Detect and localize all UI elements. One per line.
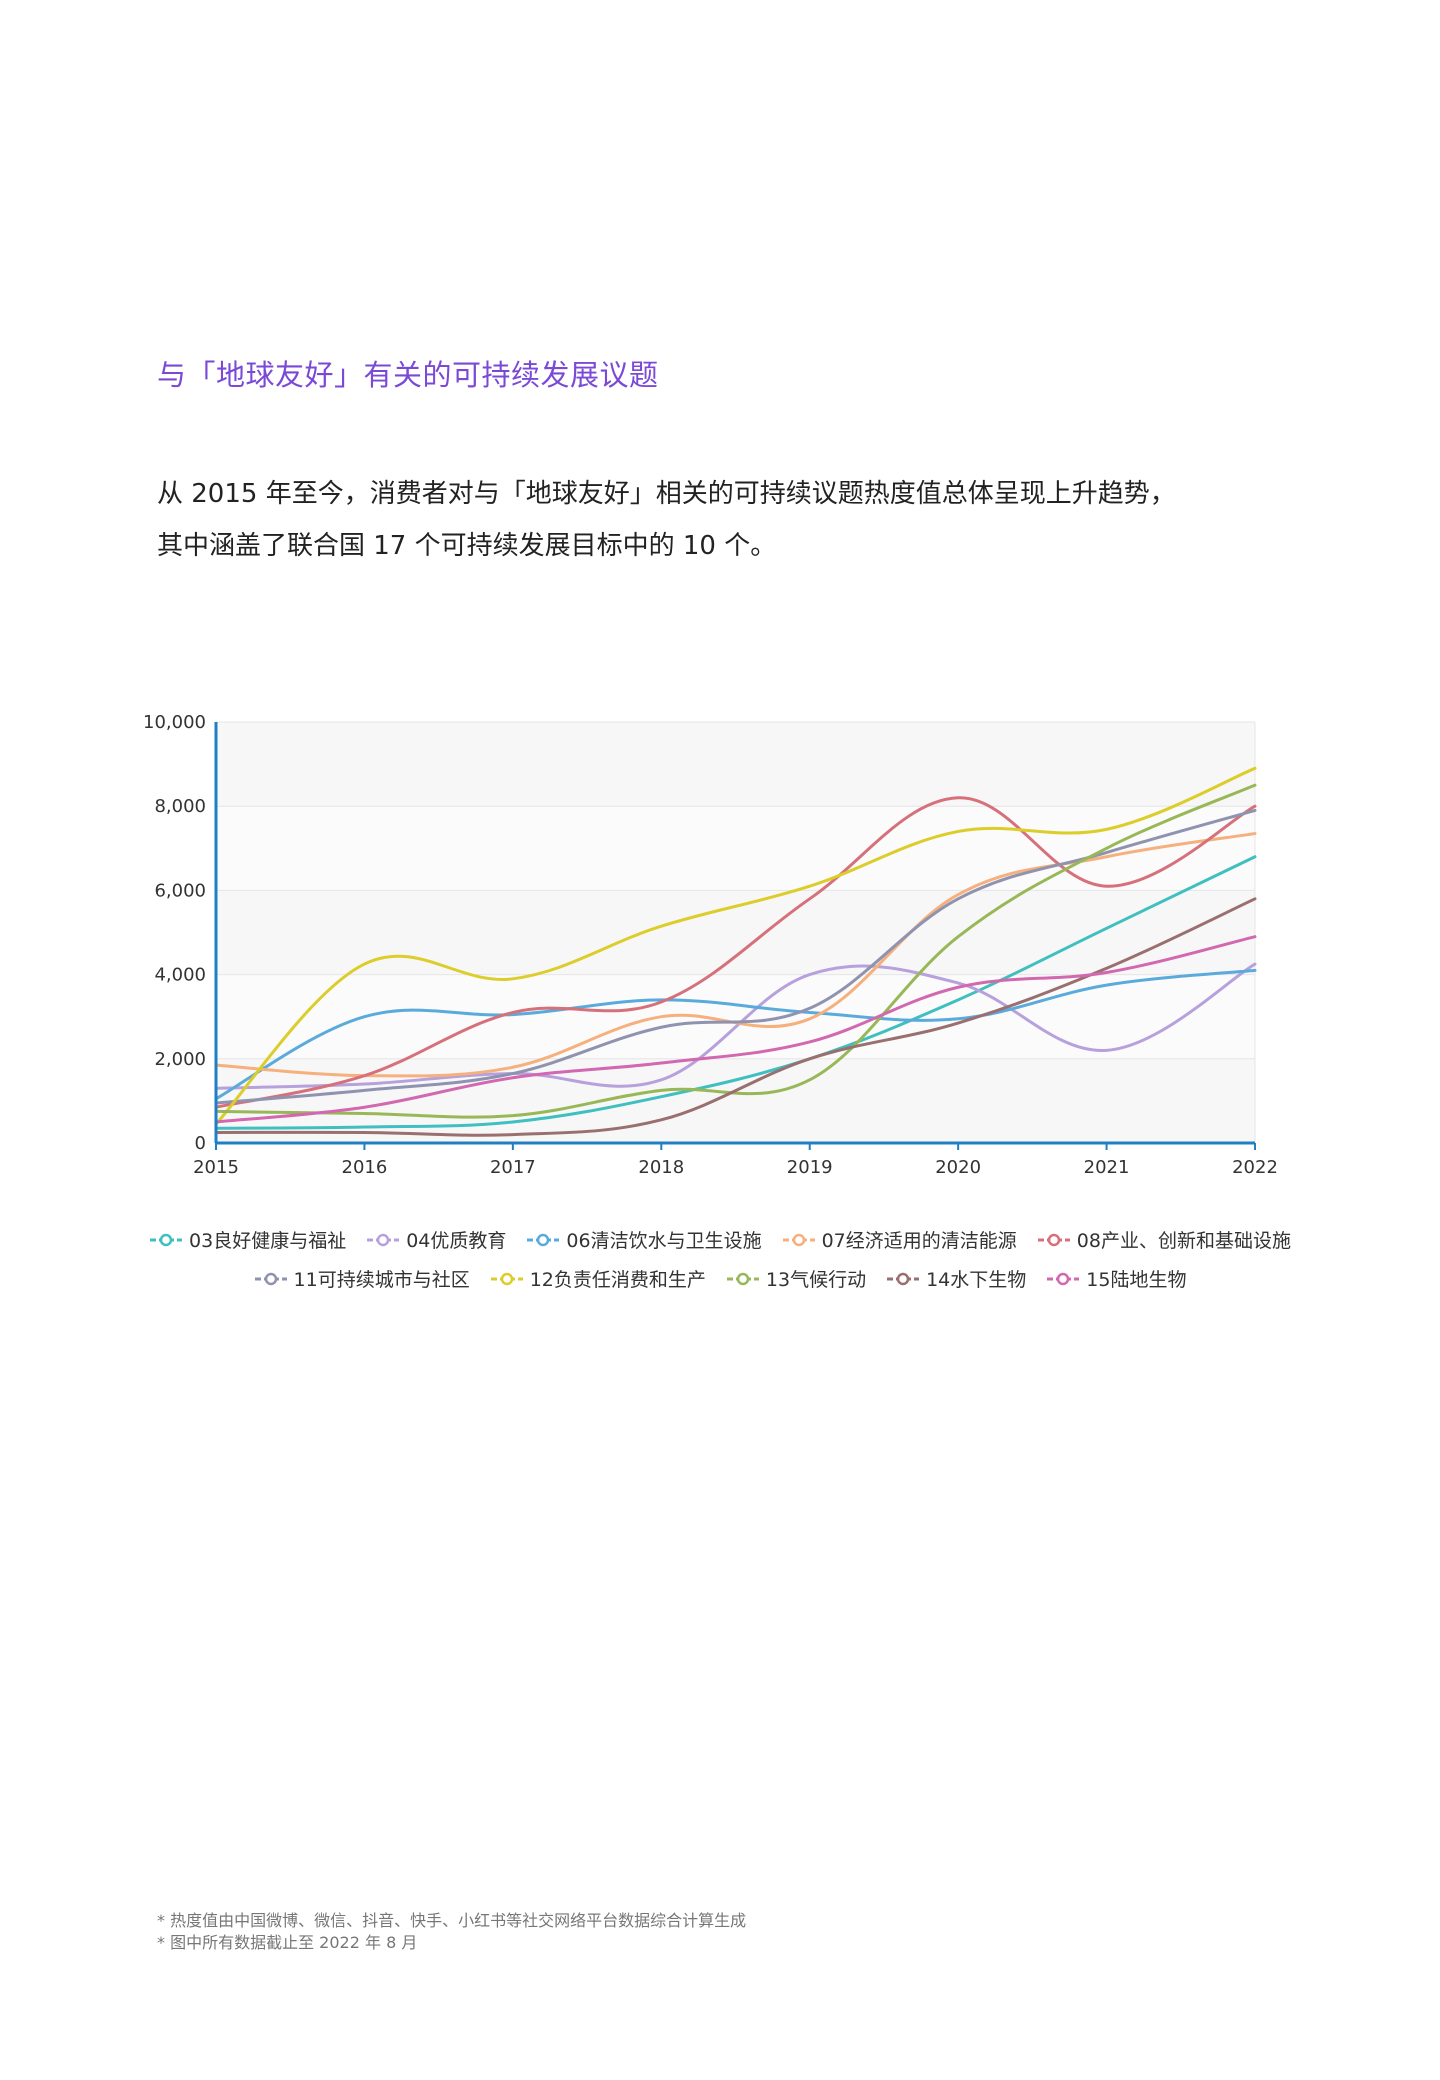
legend-item[interactable]: 14水下生物 <box>886 1265 1026 1292</box>
intro-paragraph: 从 2015 年至今，消费者对与「地球友好」相关的可持续议题热度值总体呈现上升趋… <box>157 468 1357 572</box>
x-tick-label: 2019 <box>787 1157 833 1178</box>
y-tick-label: 8,000 <box>154 796 206 817</box>
section-heading: 与「地球友好」有关的可持续发展议题 <box>157 358 659 392</box>
plot-band <box>216 806 1255 891</box>
x-tick-label: 2016 <box>342 1157 388 1178</box>
plot-band <box>216 1058 1255 1143</box>
legend-marker-icon <box>887 1272 920 1285</box>
legend-label: 11可持续城市与社区 <box>293 1269 470 1291</box>
y-tick-label: 6,000 <box>154 880 206 901</box>
legend-label: 12负责任消费和生产 <box>529 1269 706 1291</box>
legend-label: 13气候行动 <box>765 1269 867 1291</box>
legend-label: 03良好健康与福祉 <box>189 1230 347 1252</box>
legend-label: 08产业、创新和基础设施 <box>1076 1230 1291 1252</box>
y-tick-label: 0 <box>195 1133 206 1154</box>
legend-item[interactable]: 07经济适用的清洁能源 <box>782 1226 1017 1253</box>
series-line-1 <box>214 855 1257 1130</box>
x-tick-label: 2020 <box>935 1157 981 1178</box>
chart-legend: 03良好健康与福祉 04优质教育 06清洁饮水与卫生设施 07经济适用的清洁能源… <box>60 1226 1380 1292</box>
legend-item[interactable]: 11可持续城市与社区 <box>254 1265 470 1292</box>
x-tick-label: 2018 <box>638 1157 684 1178</box>
legend-item[interactable]: 08产业、创新和基础设施 <box>1037 1226 1291 1253</box>
footnotes: * 热度值由中国微博、微信、抖音、快手、小红书等社交网络平台数据综合计算生成 *… <box>157 1910 746 1954</box>
legend-marker-icon <box>1037 1233 1070 1246</box>
y-tick-label: 4,000 <box>154 965 206 986</box>
legend-marker-icon <box>782 1233 815 1246</box>
legend-marker-icon <box>150 1233 183 1246</box>
y-tick-label: 2,000 <box>154 1049 206 1070</box>
line-chart: 0 2,000 4,000 6,000 8,000 10,000 2015 2016 2017 2… <box>143 712 1278 1178</box>
plot-band <box>216 722 1255 807</box>
legend-marker-icon <box>527 1233 560 1246</box>
series-line-5 <box>214 796 1257 1109</box>
legend-label: 06清洁饮水与卫生设施 <box>566 1230 762 1252</box>
y-tick-label: 10,000 <box>143 712 206 733</box>
legend-row: 03良好健康与福祉 04优质教育 06清洁饮水与卫生设施 07经济适用的清洁能源… <box>149 1226 1291 1253</box>
legend-row: 11可持续城市与社区 12负责任消费和生产 13气候行动 14水下生物 15陆地… <box>254 1265 1186 1292</box>
legend-item[interactable]: 15陆地生物 <box>1046 1265 1186 1292</box>
plot-band <box>216 890 1255 975</box>
legend-item[interactable]: 13气候行动 <box>726 1265 866 1292</box>
legend-marker-icon <box>726 1272 759 1285</box>
legend-marker-icon <box>367 1233 400 1246</box>
series-line-7 <box>214 766 1257 1126</box>
x-tick-label: 2022 <box>1232 1157 1278 1178</box>
legend-label: 14水下生物 <box>926 1269 1027 1291</box>
intro-line-2: 其中涵盖了联合国 17 个可持续发展目标中的 10 个。 <box>157 531 777 561</box>
plot-band <box>216 974 1255 1059</box>
series-line-3 <box>214 968 1257 1101</box>
x-tick-label: 2015 <box>193 1157 239 1178</box>
series-line-2 <box>214 962 1257 1090</box>
x-tick-label: 2021 <box>1084 1157 1130 1178</box>
legend-marker-icon <box>490 1272 523 1285</box>
legend-label: 07经济适用的清洁能源 <box>821 1230 1017 1252</box>
series-line-10 <box>214 935 1257 1124</box>
legend-marker-icon <box>1047 1272 1080 1285</box>
legend-marker-icon <box>254 1272 287 1285</box>
intro-line-1: 从 2015 年至今，消费者对与「地球友好」相关的可持续议题热度值总体呈现上升趋… <box>157 479 1176 509</box>
legend-item[interactable]: 04优质教育 <box>366 1226 506 1253</box>
legend-item[interactable]: 06清洁饮水与卫生设施 <box>526 1226 762 1253</box>
legend-label: 15陆地生物 <box>1086 1269 1187 1291</box>
legend-label: 04优质教育 <box>406 1230 507 1252</box>
x-tick-label: 2017 <box>490 1157 536 1178</box>
legend-item[interactable]: 03良好健康与福祉 <box>149 1226 346 1253</box>
series-line-8 <box>214 783 1257 1119</box>
footnote-2: * 图中所有数据截止至 2022 年 8 月 <box>157 1933 418 1952</box>
footnote-1: * 热度值由中国微博、微信、抖音、快手、小红书等社交网络平台数据综合计算生成 <box>157 1911 747 1930</box>
legend-item[interactable]: 12负责任消费和生产 <box>490 1265 706 1292</box>
